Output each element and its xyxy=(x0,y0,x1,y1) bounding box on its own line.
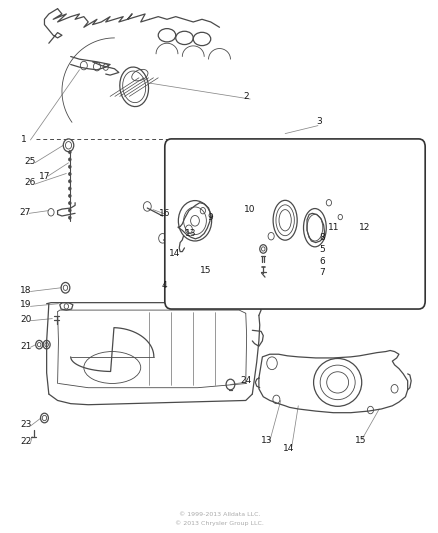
Text: 12: 12 xyxy=(358,223,370,232)
Circle shape xyxy=(68,151,71,154)
Text: 15: 15 xyxy=(199,266,211,275)
Circle shape xyxy=(68,187,71,190)
Text: 9: 9 xyxy=(208,213,213,222)
Text: 23: 23 xyxy=(20,421,32,430)
Circle shape xyxy=(68,158,71,161)
Text: 22: 22 xyxy=(21,438,32,447)
FancyBboxPatch shape xyxy=(164,139,424,309)
Text: 19: 19 xyxy=(20,300,32,309)
Text: 27: 27 xyxy=(19,208,30,217)
Circle shape xyxy=(68,209,71,212)
Circle shape xyxy=(68,165,71,168)
Text: 24: 24 xyxy=(240,376,251,385)
Text: 8: 8 xyxy=(319,233,325,242)
Text: 15: 15 xyxy=(354,437,365,446)
Text: 21: 21 xyxy=(20,342,32,351)
Text: 13: 13 xyxy=(185,229,196,238)
Text: 6: 6 xyxy=(319,257,325,265)
Circle shape xyxy=(68,216,71,219)
Text: 1: 1 xyxy=(21,135,26,144)
Text: 4: 4 xyxy=(162,280,167,289)
Text: 16: 16 xyxy=(159,209,170,218)
Circle shape xyxy=(68,180,71,183)
Text: © 2013 Chrysler Group LLC.: © 2013 Chrysler Group LLC. xyxy=(175,520,263,526)
Text: 13: 13 xyxy=(261,437,272,446)
Text: 7: 7 xyxy=(319,269,325,277)
Text: 10: 10 xyxy=(243,205,254,214)
Text: 17: 17 xyxy=(39,172,50,181)
Text: 14: 14 xyxy=(283,444,293,453)
Text: 3: 3 xyxy=(316,117,321,126)
Text: 2: 2 xyxy=(243,92,249,101)
Text: 11: 11 xyxy=(328,223,339,232)
Text: 25: 25 xyxy=(25,157,36,166)
Text: © 1999-2013 Alldata LLC.: © 1999-2013 Alldata LLC. xyxy=(178,512,260,518)
Circle shape xyxy=(68,201,71,205)
Circle shape xyxy=(68,194,71,197)
Text: 20: 20 xyxy=(20,315,32,324)
Circle shape xyxy=(68,173,71,175)
Text: 26: 26 xyxy=(25,178,36,187)
Text: 14: 14 xyxy=(169,249,180,258)
Text: 5: 5 xyxy=(319,245,325,254)
Text: 18: 18 xyxy=(20,286,32,295)
